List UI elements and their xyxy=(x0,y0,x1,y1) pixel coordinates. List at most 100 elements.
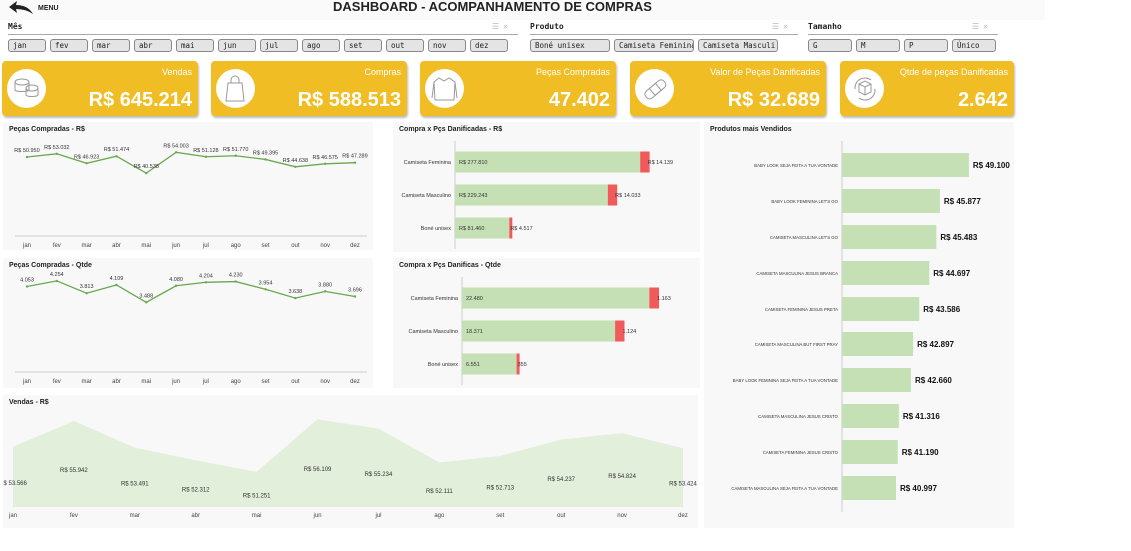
slicer-item[interactable]: ago xyxy=(302,39,340,52)
x-tick-label: mar xyxy=(81,243,91,249)
kpi-card: Vendas R$ 645.214 xyxy=(2,61,198,116)
chart-pecas-rs: Peças Compradas - R$ R$ 50.950 jan R$ 53.0… xyxy=(3,122,373,250)
kpi-label: Valor de Peças Danificadas xyxy=(710,67,820,77)
kpi-icon-circle xyxy=(7,69,46,108)
slicer-item[interactable]: nov xyxy=(428,39,466,52)
x-tick-label: jun xyxy=(171,379,180,385)
slicer-item[interactable]: jan xyxy=(8,39,46,52)
data-point xyxy=(145,301,148,304)
chart-title: Peças Compradas - Qtde xyxy=(9,262,92,269)
bar-label: R$ 42.660 xyxy=(915,376,952,385)
x-tick-label: nov xyxy=(320,379,330,385)
bar-compra xyxy=(455,151,641,173)
category-label: Camiseta Feminina xyxy=(411,296,459,302)
data-point xyxy=(25,285,29,288)
slicer-item[interactable]: mai xyxy=(176,39,214,52)
slicer-item[interactable]: set xyxy=(344,39,382,52)
bar-label: R$ 229.243 xyxy=(459,193,487,199)
kpi-card: Compras R$ 588.513 xyxy=(211,61,407,116)
bar-label: R$ 41.190 xyxy=(902,448,939,457)
slicer-item[interactable]: fev xyxy=(50,39,88,52)
x-tick-label: set xyxy=(262,243,270,249)
x-tick-label: nov xyxy=(320,243,330,249)
data-label: R$ 51.128 xyxy=(193,148,218,154)
slicer-item[interactable]: Boné unisex xyxy=(530,39,610,52)
bar xyxy=(842,261,930,285)
slicer-item[interactable]: G xyxy=(808,39,852,52)
x-tick-label: jul xyxy=(202,243,209,249)
data-point xyxy=(323,290,327,293)
slicer-item[interactable]: out xyxy=(386,39,424,52)
data-point xyxy=(294,296,297,300)
bar-label: R$ 81.460 xyxy=(459,226,484,232)
chart-produtos-mais-vendidos: Produtos mais Vendidos BABY LOOK SEJA FE… xyxy=(704,122,1014,528)
page-title: DASHBOARD - ACOMPANHAMENTO DE COMPRAS xyxy=(333,0,652,14)
slicer-item[interactable]: M xyxy=(856,39,900,52)
x-tick-label: out xyxy=(291,379,300,385)
slicer-item[interactable]: dez xyxy=(470,39,508,52)
bar-label: R$ 42.897 xyxy=(917,340,954,349)
data-label: R$ 53.566 xyxy=(3,481,28,487)
bar xyxy=(842,153,969,177)
category-label: CAMISETA MASCULINA JESUS CRISTO xyxy=(758,414,838,419)
category-label: CAMISETA MASCULINA BUT FIRST PRAY xyxy=(755,342,838,347)
kpi-label: Peças Compradas xyxy=(535,67,610,77)
bar-label: 1.124 xyxy=(622,329,636,335)
data-label: 4.080 xyxy=(169,277,183,283)
bar xyxy=(842,404,899,428)
x-tick-label: dez xyxy=(678,513,688,519)
data-point xyxy=(204,281,208,284)
x-tick-label: jun xyxy=(171,243,180,249)
bar-compra xyxy=(462,320,616,342)
slicer-mes: Mês ☰✕ jan fev mar abr mai jun jul ago set out nov d… xyxy=(8,22,518,56)
slicer-title: Produto xyxy=(530,22,564,31)
multiselect-clear-filter-icon[interactable]: ☰✕ xyxy=(772,22,792,31)
data-label: R$ 49.395 xyxy=(253,150,278,156)
category-label: Camiseta Masculino xyxy=(401,193,451,199)
bar-label: 18.371 xyxy=(466,329,483,335)
chart-compra-danificadas-qtde: Compra x Pçs Danificas - Qtde Camiseta F… xyxy=(393,258,700,388)
multiselect-clear-filter-icon[interactable]: ☰✕ xyxy=(492,22,512,31)
slicer-item[interactable]: Camiseta Masculi... xyxy=(698,39,778,52)
series-line xyxy=(26,280,356,304)
kpi-card: Qtde de peças Danificadas 2.642 xyxy=(840,61,1014,116)
x-tick-label: mai xyxy=(141,243,151,249)
slicer-item[interactable]: abr xyxy=(134,39,172,52)
data-label: R$ 53.032 xyxy=(44,145,69,151)
bar-danificada xyxy=(615,320,625,342)
multiselect-clear-filter-icon[interactable]: ☰✕ xyxy=(972,22,992,31)
kpi-label: Qtde de peças Danificadas xyxy=(899,67,1008,77)
slicer-item[interactable]: jul xyxy=(260,39,298,52)
data-point xyxy=(264,158,267,161)
bar-label: R$ 44.697 xyxy=(933,269,970,278)
x-tick-label: abr xyxy=(112,243,121,249)
x-tick-label: out xyxy=(291,243,300,249)
bar-label: R$ 4.517 xyxy=(510,226,532,232)
slicer-item[interactable]: jun xyxy=(218,39,256,52)
kpi-label: Compras xyxy=(364,67,401,77)
slicer-item[interactable]: P xyxy=(904,39,948,52)
menu-button[interactable]: MENU xyxy=(8,1,59,15)
x-tick-label: ago xyxy=(231,243,242,249)
slicer-item[interactable]: Camiseta Feminina xyxy=(614,39,694,52)
x-tick-label: mar xyxy=(81,379,91,385)
x-tick-label: set xyxy=(262,379,270,385)
shirt-icon xyxy=(431,76,457,100)
x-tick-label: jul xyxy=(374,513,381,519)
data-point xyxy=(85,292,88,295)
x-tick-label: fev xyxy=(70,513,78,519)
data-label: R$ 52.713 xyxy=(486,485,514,491)
category-label: Boné unisex xyxy=(428,362,459,368)
x-tick-label: jun xyxy=(313,513,322,519)
kpi-value: R$ 32.689 xyxy=(727,89,820,111)
coins-icon xyxy=(14,78,38,97)
data-label: R$ 46.923 xyxy=(74,154,99,160)
bar-label: R$ 45.877 xyxy=(944,197,981,206)
category-label: Camiseta Feminina xyxy=(404,160,452,166)
bar-compra xyxy=(462,353,517,375)
data-point xyxy=(294,165,297,169)
x-tick-label: fev xyxy=(53,379,61,385)
data-point xyxy=(204,155,208,158)
slicer-item[interactable]: Único xyxy=(952,39,996,52)
slicer-item[interactable]: mar xyxy=(92,39,130,52)
